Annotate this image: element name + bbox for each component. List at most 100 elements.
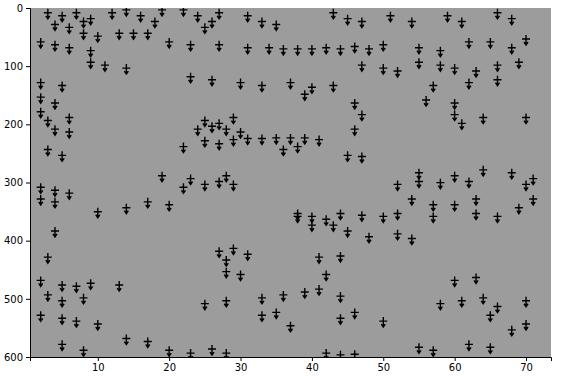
- arrow: [279, 45, 287, 55]
- tick: 10: [92, 357, 105, 373]
- arrow: [436, 61, 444, 71]
- arrow: [358, 111, 366, 121]
- arrow: [429, 346, 437, 356]
- arrow: [80, 346, 88, 356]
- arrow: [108, 9, 116, 19]
- arrow: [493, 212, 501, 222]
- arrow: [115, 281, 123, 291]
- arrow: [351, 308, 359, 318]
- tick: 50: [377, 357, 390, 373]
- arrow: [351, 350, 359, 357]
- arrow: [379, 317, 387, 327]
- arrow: [87, 15, 95, 25]
- arrow: [479, 114, 487, 124]
- arrow: [415, 178, 423, 188]
- arrow: [479, 294, 487, 304]
- arrow: [87, 58, 95, 68]
- tick: 60: [449, 357, 462, 373]
- arrow: [294, 143, 302, 153]
- tick-label: 60: [449, 362, 462, 373]
- arrow: [429, 212, 437, 222]
- arrow: [522, 320, 530, 330]
- arrow: [522, 297, 530, 307]
- tick: 600: [4, 352, 30, 363]
- arrow: [408, 18, 416, 28]
- arrow: [72, 317, 80, 327]
- arrow: [379, 41, 387, 51]
- arrow: [322, 271, 330, 281]
- arrow: [358, 152, 366, 162]
- tick-label: 300: [4, 177, 23, 188]
- arrow: [351, 99, 359, 109]
- arrow: [222, 297, 230, 307]
- arrow: [336, 351, 344, 357]
- arrow: [58, 340, 66, 350]
- arrow: [308, 45, 316, 55]
- arrow: [365, 45, 373, 55]
- arrow: [493, 9, 501, 19]
- arrow: [322, 215, 330, 225]
- arrow: [272, 20, 280, 30]
- arrow: [65, 44, 73, 54]
- arrow: [287, 134, 295, 144]
- tick-mark: [26, 299, 30, 300]
- arrow: [201, 300, 209, 310]
- arrow: [436, 300, 444, 310]
- arrow: [37, 93, 45, 103]
- tick-mark: [455, 357, 456, 361]
- arrow: [465, 79, 473, 89]
- arrow: [287, 79, 295, 89]
- arrow: [451, 201, 459, 211]
- arrow: [415, 58, 423, 68]
- arrow: [244, 250, 252, 260]
- arrow: [329, 221, 337, 231]
- arrow: [51, 125, 59, 135]
- arrow: [37, 38, 45, 48]
- arrow: [308, 212, 316, 222]
- arrow: [222, 349, 230, 357]
- arrow: [258, 311, 266, 321]
- tick-label: 600: [4, 352, 23, 363]
- arrow: [229, 180, 237, 190]
- arrow: [522, 35, 530, 45]
- arrow: [272, 134, 280, 144]
- arrow: [51, 20, 59, 30]
- arrow: [201, 23, 209, 33]
- arrow: [208, 345, 216, 355]
- arrow: [394, 230, 402, 240]
- arrow: [72, 282, 80, 292]
- tick-mark: [169, 357, 170, 361]
- arrow: [336, 252, 344, 262]
- arrow: [465, 38, 473, 48]
- arrow: [451, 276, 459, 286]
- arrow: [272, 308, 280, 318]
- arrow: [308, 221, 316, 231]
- arrow: [44, 116, 52, 126]
- arrow: [187, 41, 195, 51]
- tick-label: 50: [377, 362, 390, 373]
- tick-mark: [26, 357, 30, 358]
- arrow: [51, 186, 59, 196]
- tick-label: 100: [4, 61, 23, 72]
- tick-mark: [98, 357, 99, 361]
- arrow: [244, 12, 252, 22]
- arrow: [258, 82, 266, 92]
- arrow: [429, 201, 437, 211]
- arrow: [65, 114, 73, 124]
- arrow: [194, 125, 202, 135]
- arrow: [215, 140, 223, 150]
- arrow: [229, 136, 237, 146]
- arrow: [279, 291, 287, 301]
- arrow: [258, 294, 266, 304]
- arrow: [208, 76, 216, 86]
- tick-mark: [26, 8, 30, 9]
- arrow: [529, 175, 537, 185]
- arrow: [508, 326, 516, 336]
- tick: 20: [163, 357, 176, 373]
- arrow: [37, 79, 45, 89]
- tick-mark: [312, 357, 313, 361]
- arrow: [422, 96, 430, 106]
- arrow: [122, 204, 130, 214]
- arrow: [379, 212, 387, 222]
- arrow: [458, 18, 466, 28]
